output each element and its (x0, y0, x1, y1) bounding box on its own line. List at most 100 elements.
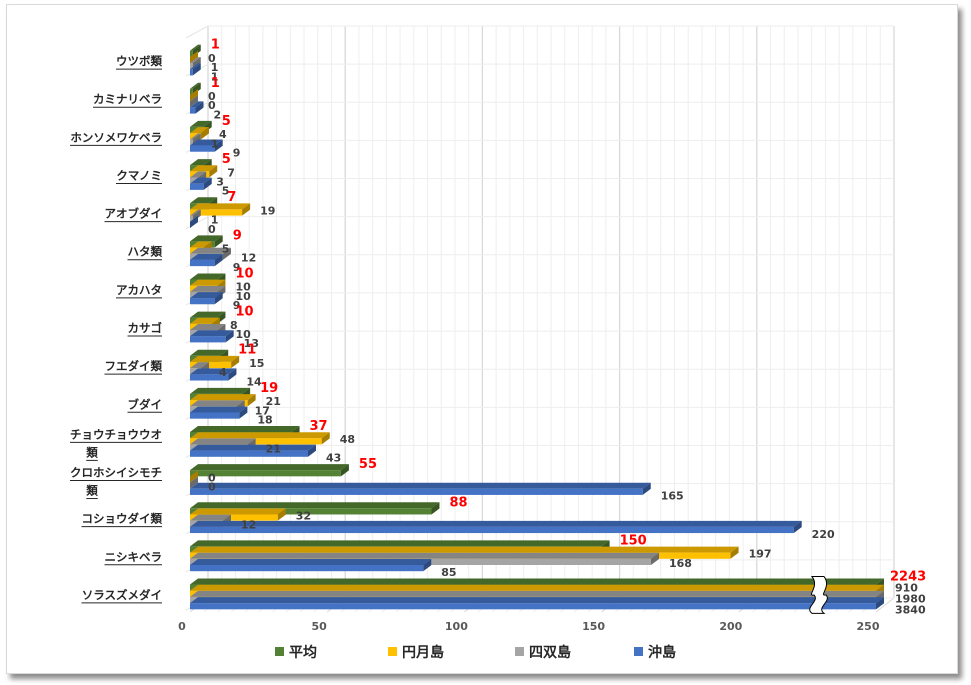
data-label: 0 (208, 52, 216, 65)
bar-side-face (239, 406, 248, 419)
bar-side-face (793, 520, 802, 534)
bar-side-face (642, 482, 651, 495)
bar-side-face (214, 253, 223, 267)
data-label: 10 (235, 328, 251, 341)
axis-break-icon (809, 576, 828, 614)
bar-top-face (190, 546, 739, 553)
bar-top-face (190, 311, 226, 318)
bar-top-face (190, 197, 218, 204)
bar-side-face (650, 552, 659, 565)
data-label: 3 (216, 175, 224, 188)
data-label: 7 (227, 166, 235, 179)
data-label: 10 (235, 290, 251, 303)
bar-top-face (190, 330, 234, 337)
category-label: コショウダイ類 (82, 512, 163, 526)
bar-top-face (190, 279, 226, 286)
bar-top-face (190, 520, 802, 527)
category-label: ハタ類 (128, 245, 163, 259)
bar-top-face (190, 120, 212, 127)
legend-swatch (634, 647, 643, 656)
bar-top-face (190, 247, 231, 254)
data-label: 11 (238, 343, 256, 358)
x-tick-label: 50 (312, 620, 328, 633)
bar-side-face (209, 165, 218, 178)
data-label: 150 (620, 533, 647, 548)
bar-side-face (277, 508, 286, 521)
bar (190, 145, 215, 152)
bar-top-face (190, 432, 330, 439)
bar-top-face (190, 444, 316, 451)
bar-side-face (190, 50, 198, 64)
bar-top-face (190, 552, 659, 559)
bar-top-face (190, 368, 237, 375)
bar-side-face (203, 177, 212, 190)
bar-top-face (190, 355, 240, 362)
bar-side-face (242, 203, 251, 216)
bar-top-face (190, 235, 223, 242)
data-label: 12 (241, 519, 256, 532)
legend-label: 平均 (289, 644, 317, 661)
bar-top-face (190, 597, 884, 604)
bar-top-face (190, 406, 248, 413)
data-label: 18 (257, 413, 272, 426)
data-label: 15 (249, 357, 264, 370)
bar-top-face (190, 241, 212, 248)
bar-side-face (231, 355, 240, 369)
legend: 平均 円月島 四双島 沖島 (275, 644, 676, 661)
bar-top-face (190, 464, 349, 471)
x-tick-label: 0 (178, 620, 186, 633)
bar-top-face (190, 590, 884, 597)
bar-side-face (214, 139, 223, 152)
bar-side-face (876, 597, 884, 610)
bar (190, 526, 794, 534)
bar-side-face (340, 464, 349, 477)
data-label: 13 (244, 337, 259, 350)
bar-top-face (190, 139, 223, 146)
bar-side-face (190, 476, 198, 489)
bar-top-face (190, 514, 231, 521)
bar-top-face (190, 203, 251, 210)
data-label: 0 (208, 481, 216, 494)
bar-side-face (190, 89, 198, 102)
data-label: 43 (326, 452, 341, 465)
bar-top-face (190, 273, 226, 280)
bar-top-face (190, 394, 256, 401)
bar (190, 88, 193, 95)
data-label: 220 (812, 528, 835, 541)
legend-swatch (388, 647, 397, 656)
bar-top-face (190, 438, 256, 445)
bar-top-face (190, 127, 209, 134)
category-label: ニシキベラ (105, 550, 163, 564)
data-label: 9 (233, 261, 241, 274)
bar-top-face (190, 540, 610, 547)
side-gridline (185, 25, 209, 39)
x-tick-label: 200 (719, 620, 742, 633)
data-label: 7 (227, 190, 236, 205)
data-label: 9 (233, 147, 241, 160)
data-label: 5 (222, 185, 230, 198)
bar-top-face (190, 159, 212, 166)
data-label: 8 (230, 319, 238, 332)
data-label: 21 (266, 442, 281, 455)
data-label: 10 (235, 281, 251, 294)
data-label: 19 (260, 381, 278, 396)
bar-side-face (190, 95, 198, 108)
bar (190, 438, 322, 445)
bar-side-face (195, 101, 204, 114)
bar (190, 107, 196, 114)
data-label: 19 (260, 204, 275, 217)
bar-top-face (190, 82, 201, 89)
category-label: クマノミ (116, 168, 162, 182)
data-label: 2 (213, 108, 221, 121)
data-label: 3840 (895, 604, 926, 617)
bar-top-face (190, 292, 223, 299)
data-label: 17 (255, 404, 270, 417)
bar (190, 69, 193, 76)
legend-swatch (515, 647, 524, 656)
bar-top-face (190, 285, 226, 292)
bars (190, 44, 884, 614)
bar-top-face (190, 57, 201, 64)
data-label: 1 (211, 61, 219, 74)
data-label: 48 (340, 433, 355, 446)
